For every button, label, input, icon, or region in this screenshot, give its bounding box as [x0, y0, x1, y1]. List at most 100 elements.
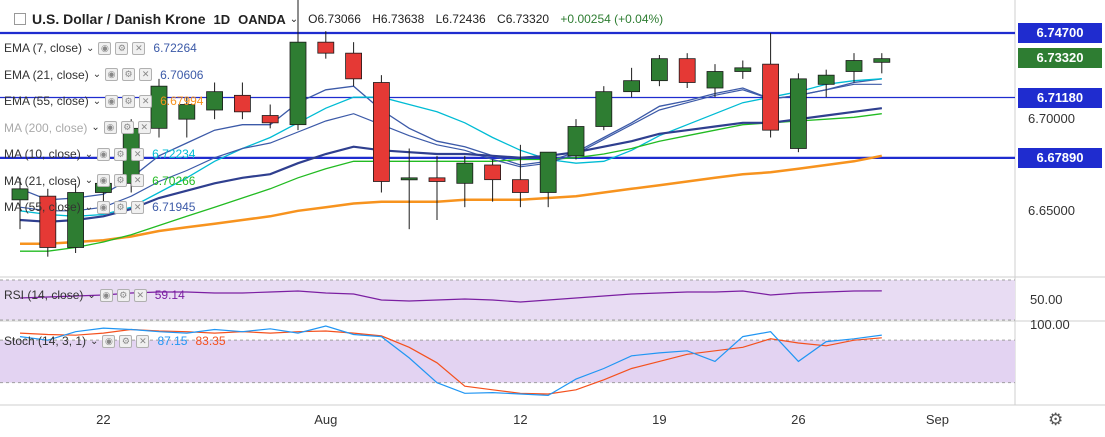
close-icon[interactable]: ✕	[137, 121, 151, 134]
gear-icon[interactable]: ⚙	[114, 147, 128, 161]
close-icon[interactable]: ✕	[139, 68, 153, 81]
indicator-label: EMA (7, close)	[4, 41, 83, 55]
eye-icon[interactable]: ◉	[97, 174, 111, 187]
gear-icon[interactable]: ⚙	[116, 288, 130, 302]
chevron-down-icon[interactable]: ⌄	[84, 175, 94, 186]
close-icon[interactable]: ✕	[131, 147, 145, 161]
chevron-down-icon[interactable]: ⌄	[289, 13, 299, 25]
candle-body	[400, 177, 418, 181]
candle-body	[289, 41, 307, 126]
close-value: C6.73320	[497, 12, 550, 26]
indicator-legend-row[interactable]: MA (55, close) ⌄ ◉ ⚙ ✕ 6.71945	[4, 198, 195, 216]
indicator-label: EMA (55, close)	[4, 94, 89, 108]
indicator-legend-row[interactable]: MA (21, close) ⌄ ◉ ⚙ ✕ 6.70266	[4, 172, 195, 190]
close-icon[interactable]: ✕	[136, 334, 150, 348]
symbol-title[interactable]: U.S. Dollar / Danish Krone	[32, 11, 206, 27]
price-axis-label: 6.65000	[1028, 202, 1075, 218]
indicator-label: MA (10, close)	[4, 147, 81, 161]
indicator-value: 6.71945	[152, 200, 196, 214]
gear-icon[interactable]: ⚙	[1048, 410, 1064, 429]
indicator-value: 6.72264	[153, 41, 197, 55]
close-icon[interactable]: ✕	[131, 200, 145, 214]
date-axis-label: 22	[96, 412, 111, 427]
indicator-legend-row[interactable]: MA (10, close) ⌄ ◉ ⚙ ✕ 6.72234	[4, 145, 195, 163]
stoch-band	[0, 340, 1015, 383]
eye-icon[interactable]: ◉	[105, 94, 119, 108]
indicator-value: 6.70606	[160, 67, 204, 82]
candle-body	[539, 151, 557, 193]
eye-icon[interactable]: ◉	[97, 200, 111, 214]
series-line	[20, 113, 882, 252]
chevron-down-icon[interactable]: ⌄	[90, 335, 99, 347]
candle-body	[567, 126, 585, 157]
timeframe-label[interactable]: 1D	[213, 11, 231, 27]
eye-icon[interactable]: ◉	[98, 41, 112, 55]
close-icon[interactable]: ✕	[131, 174, 145, 187]
date-axis-label: 19	[652, 412, 667, 427]
candle-body	[845, 60, 863, 72]
gear-icon[interactable]: ⚙	[114, 200, 128, 214]
chevron-down-icon[interactable]: ⌄	[86, 42, 95, 54]
indicator-legend-row[interactable]: EMA (55, close) ⌄ ◉ ⚙ ✕ 6.67994	[4, 92, 203, 110]
candle-body	[317, 41, 335, 54]
rsi-band	[0, 280, 1015, 320]
price-tag: 6.73320	[1018, 48, 1102, 69]
chevron-down-icon[interactable]: ⌄	[91, 122, 100, 133]
eye-icon[interactable]: ◉	[102, 334, 116, 348]
close-icon[interactable]: ✕	[133, 288, 147, 302]
rsi-label: RSI (14, close)	[4, 288, 84, 302]
indicator-value: 6.70266	[152, 173, 196, 188]
gear-icon[interactable]: ⚙	[114, 174, 128, 187]
rsi-value: 59.14	[154, 288, 185, 302]
candle-body	[706, 71, 724, 89]
candle-body	[734, 67, 752, 72]
series-line	[20, 154, 883, 246]
gear-icon[interactable]: ⚙	[115, 41, 129, 55]
candle-body	[39, 195, 57, 248]
candle-body	[11, 188, 29, 201]
indicator-legend-row[interactable]: EMA (7, close) ⌄ ◉ ⚙ ✕ 6.72264	[4, 39, 197, 57]
indicator-legend-row[interactable]: MA (200, close) ⌄ ◉ ⚙ ✕	[4, 119, 159, 137]
candle-body	[762, 63, 779, 131]
rsi-legend[interactable]: RSI (14, close) ⌄ ◉ ⚙ ✕ 59.14	[4, 286, 185, 304]
stoch-legend[interactable]: Stoch (14, 3, 1) ⌄ ◉ ⚙ ✕ 87.15 83.35	[4, 332, 226, 350]
date-axis-label: Aug	[314, 412, 338, 427]
chevron-down-icon[interactable]: ⌄	[92, 69, 102, 80]
eye-icon[interactable]: ◉	[103, 121, 117, 134]
collapse-icon[interactable]	[14, 13, 26, 25]
chevron-down-icon[interactable]: ⌄	[87, 289, 96, 301]
candle-body	[678, 58, 696, 83]
candle-body	[817, 74, 835, 85]
gear-icon[interactable]: ⚙	[120, 121, 134, 134]
close-icon[interactable]: ✕	[132, 41, 146, 55]
price-tag: 6.67890	[1018, 147, 1102, 168]
candle-body	[345, 52, 363, 80]
chevron-down-icon[interactable]: ⌄	[92, 95, 102, 107]
indicator-label: MA (200, close)	[4, 120, 88, 135]
series-line	[19, 78, 882, 201]
chevron-down-icon[interactable]: ⌄	[84, 201, 94, 213]
close-icon[interactable]: ✕	[139, 94, 153, 108]
eye-icon[interactable]: ◉	[97, 147, 111, 161]
change-value: +0.00254 (+0.04%)	[560, 12, 664, 26]
eye-icon[interactable]: ◉	[105, 68, 119, 81]
indicator-legend-row[interactable]: EMA (21, close) ⌄ ◉ ⚙ ✕ 6.70606	[4, 66, 203, 84]
candle-body	[178, 104, 196, 120]
eye-icon[interactable]: ◉	[99, 288, 113, 302]
gear-icon[interactable]: ⚙	[119, 334, 133, 348]
indicator-value: 6.67994	[160, 94, 204, 108]
indicator-value: 6.72234	[152, 147, 196, 161]
date-axis-label: Sep	[925, 412, 949, 427]
candle-body	[484, 164, 502, 181]
chevron-down-icon[interactable]: ⌄	[84, 148, 94, 160]
candle-body	[372, 82, 390, 182]
gear-icon[interactable]: ⚙	[122, 68, 136, 81]
gear-icon[interactable]: ⚙	[122, 94, 136, 108]
price-tag: 6.71180	[1018, 87, 1102, 108]
price-axis-label: 6.70000	[1028, 111, 1075, 127]
price-tag: 6.74700	[1018, 23, 1102, 43]
data-source-label[interactable]: OANDA	[238, 11, 286, 27]
candle-body	[595, 91, 613, 127]
